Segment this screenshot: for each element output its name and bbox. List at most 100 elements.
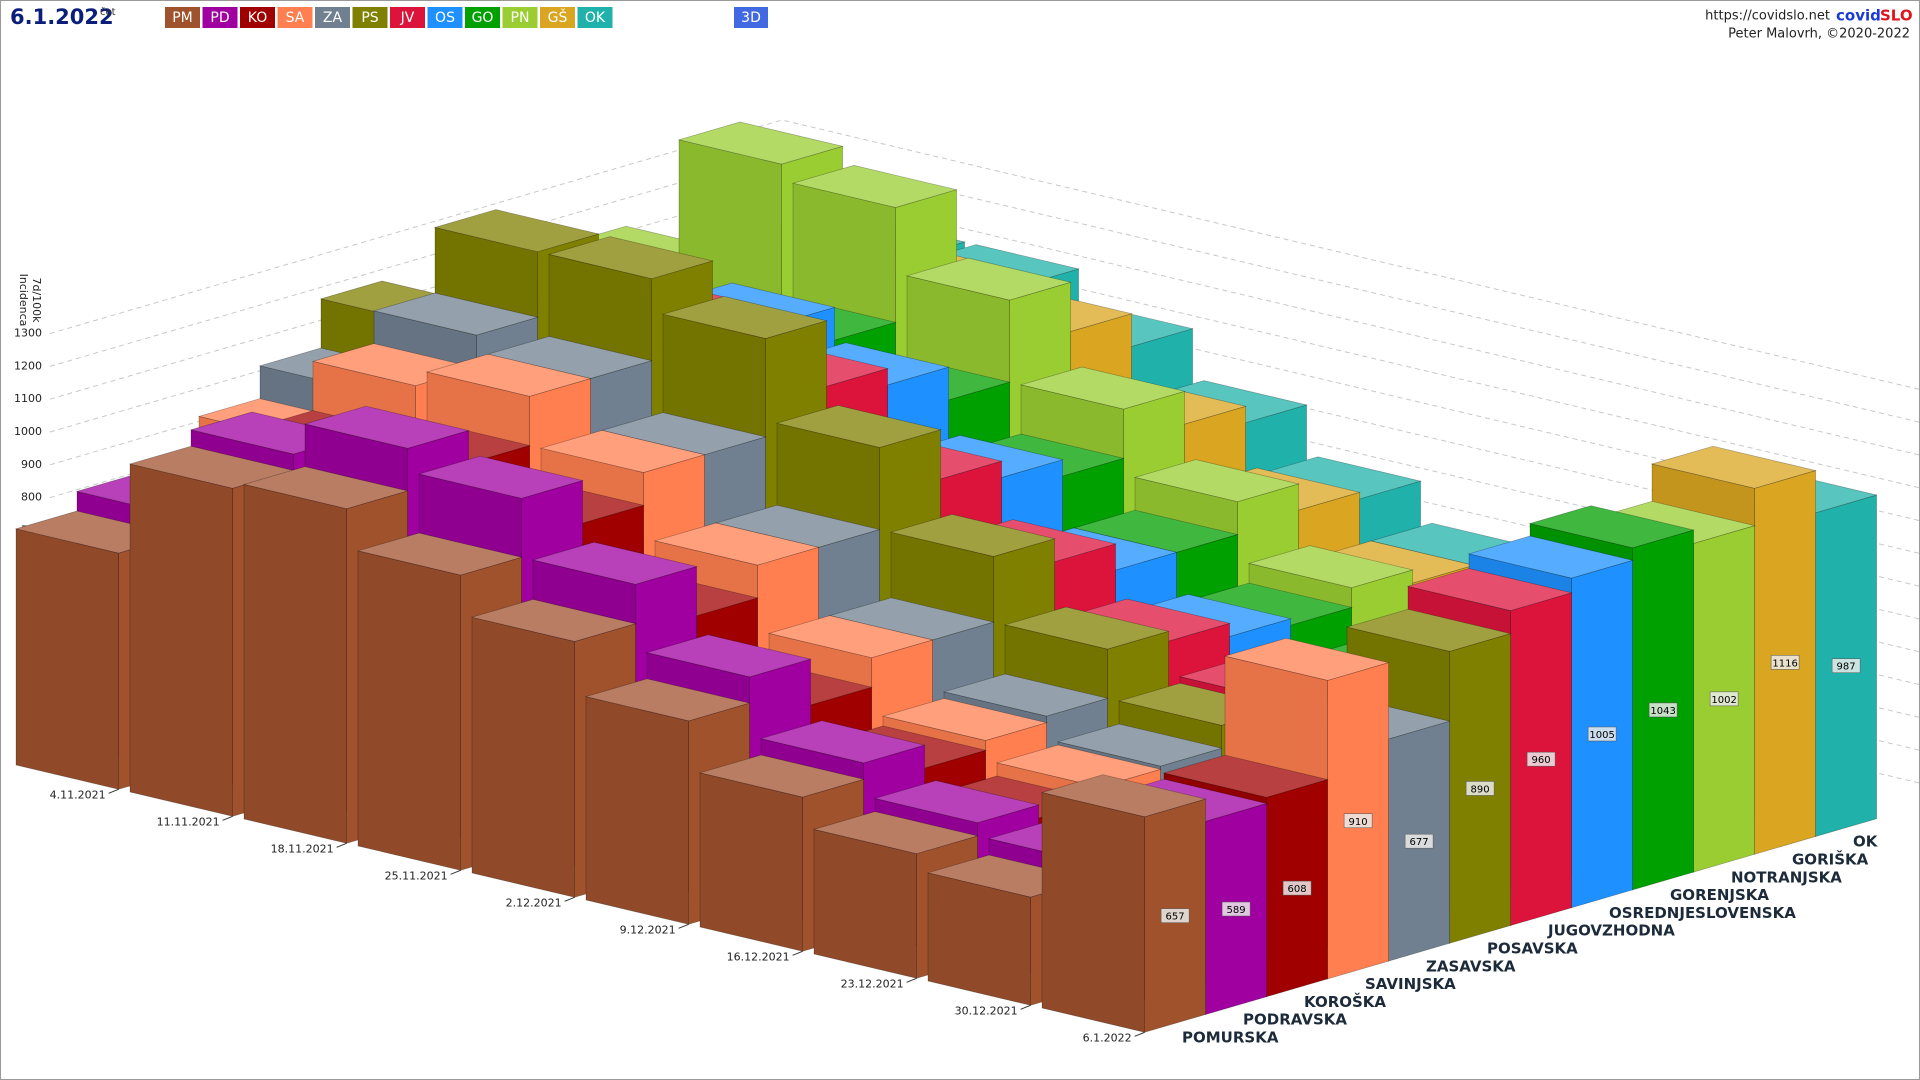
legend-label[interactable]: PD	[210, 10, 229, 26]
bar-top	[995, 744, 1162, 788]
bar-top	[828, 597, 995, 641]
legend-button[interactable]	[540, 7, 575, 28]
bar-top	[905, 257, 1072, 301]
y-tick-label: 900	[21, 458, 42, 471]
x-tick	[678, 923, 689, 929]
bar-top	[1040, 774, 1207, 818]
legend-button[interactable]	[240, 7, 275, 28]
x-tick	[564, 896, 575, 902]
bar-side	[813, 828, 917, 979]
x-tick-label: 23.12.2021	[841, 977, 904, 990]
legend-button[interactable]	[502, 7, 538, 28]
value-label: 608	[1288, 884, 1307, 895]
value-label-bg	[1526, 751, 1556, 767]
mode-button-label[interactable]: 3D	[741, 10, 761, 26]
y-tick-label: 1000	[14, 425, 42, 438]
bar-top	[1467, 535, 1634, 579]
bar-top	[1019, 366, 1186, 410]
legend-button[interactable]	[427, 7, 463, 28]
mode-button[interactable]	[734, 7, 768, 28]
legend-label[interactable]: GŠ	[548, 8, 568, 26]
bar-side	[699, 772, 803, 952]
bar-side	[585, 696, 689, 925]
legend-button[interactable]	[390, 7, 425, 28]
y-tick-label: 1200	[14, 359, 42, 372]
legend-label[interactable]: PM	[172, 10, 193, 26]
legend-button[interactable]	[165, 7, 200, 28]
y-axis-title: 7d/100k	[30, 277, 43, 323]
value-label: 1002	[1711, 695, 1736, 706]
bar-top	[1056, 723, 1223, 767]
value-label: 1043	[1650, 706, 1675, 717]
brand-slo: SLO	[1880, 7, 1913, 25]
bar-top	[531, 541, 698, 585]
legend-button[interactable]	[577, 7, 613, 28]
legend-label[interactable]: OK	[585, 10, 606, 26]
x-tick	[1134, 1031, 1145, 1037]
bar-top	[433, 209, 600, 253]
region-label: PODRAVSKA	[1243, 1011, 1347, 1029]
legend-label[interactable]: PN	[511, 10, 530, 26]
bar-top	[873, 780, 1040, 824]
bar-top	[470, 599, 637, 642]
grid-line	[49, 152, 1920, 423]
bar-side	[471, 616, 575, 898]
x-tick	[906, 977, 917, 983]
legend-label[interactable]: ZA	[323, 10, 343, 26]
legend-button[interactable]	[315, 7, 350, 28]
bar-top	[1133, 459, 1300, 503]
bar-top	[1650, 445, 1817, 489]
bar-top	[812, 811, 979, 855]
value-label: 657	[1166, 912, 1185, 923]
bar-side	[129, 463, 233, 817]
bar-top	[486, 336, 653, 379]
bar-top	[1003, 606, 1170, 650]
bar-top	[417, 455, 584, 499]
x-tick-label: 2.12.2021	[506, 896, 562, 909]
value-label: 987	[1837, 662, 1856, 673]
legend-label[interactable]: GO	[472, 10, 494, 26]
legend-label[interactable]: KO	[248, 10, 267, 26]
x-tick-label: 16.12.2021	[727, 950, 790, 963]
legend-label[interactable]: PS	[361, 10, 378, 26]
grid-line	[49, 119, 1920, 391]
bar-top	[372, 292, 539, 336]
region-label: NOTRANJSKA	[1731, 868, 1842, 886]
x-tick-label: 18.11.2021	[271, 842, 334, 855]
region-label: KOROŠKA	[1304, 992, 1386, 1011]
bar-top	[1528, 505, 1695, 549]
bar-top	[791, 165, 958, 208]
bar-top	[889, 514, 1056, 557]
x-tick	[222, 815, 233, 821]
value-label-bg	[1770, 655, 1800, 670]
y-tick-label: 800	[21, 491, 42, 504]
value-label-bg	[1343, 813, 1373, 829]
value-label: 589	[1227, 905, 1246, 916]
legend-button[interactable]	[352, 7, 388, 28]
bar-top	[584, 678, 751, 722]
bar-top	[1223, 637, 1390, 681]
value-label-bg	[1709, 691, 1739, 707]
value-label: 1005	[1589, 730, 1614, 741]
value-label: 1116	[1772, 658, 1797, 669]
bar-side	[15, 528, 119, 790]
legend-button[interactable]	[277, 7, 313, 28]
value-label-bg	[1831, 658, 1861, 673]
bar-top	[881, 698, 1048, 741]
bar-top	[356, 532, 523, 576]
x-tick	[108, 788, 119, 794]
region-label: GORIŠKA	[1792, 850, 1869, 869]
legend-label[interactable]: JV	[400, 10, 415, 26]
legend-button[interactable]	[202, 7, 238, 28]
x-tick-label: 9.12.2021	[620, 923, 676, 936]
bar-top	[698, 754, 865, 798]
x-tick-label: 11.11.2021	[157, 815, 220, 828]
legend-label[interactable]: OS	[435, 10, 455, 26]
brand-covid: covid	[1836, 7, 1881, 25]
legend-button[interactable]	[465, 7, 500, 28]
y-tick-label: 1100	[14, 392, 42, 405]
legend-label[interactable]: SA	[286, 10, 305, 26]
region-label: GORENJSKA	[1670, 886, 1769, 904]
